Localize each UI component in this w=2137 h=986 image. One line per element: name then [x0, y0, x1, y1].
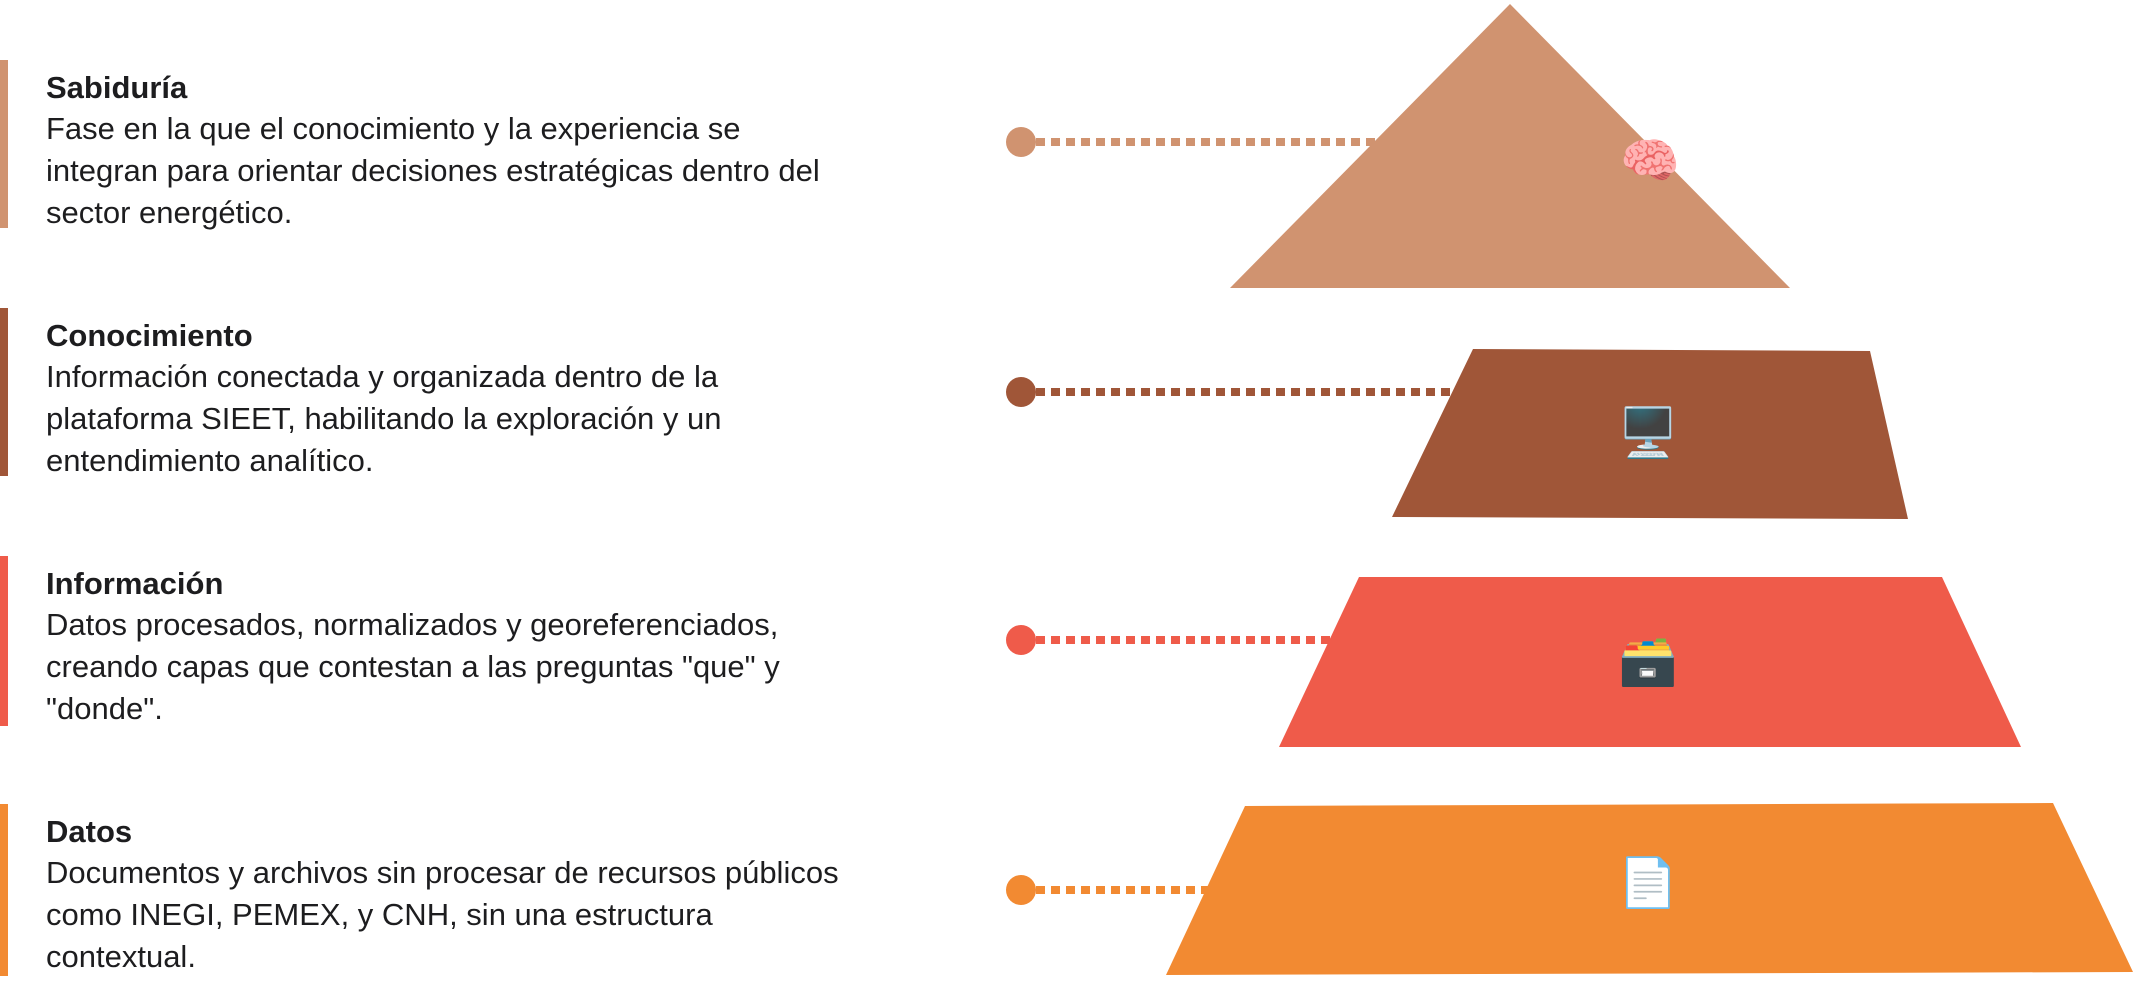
level-title: Conocimiento [46, 318, 253, 353]
connector-dot-conocimiento [1006, 377, 1036, 407]
level-informacion: Información Datos procesados, normalizad… [0, 556, 860, 726]
computer-icon: 🖥️ [1618, 407, 1678, 460]
connector-dot-informacion [1006, 625, 1036, 655]
connector-dot-datos [1006, 875, 1036, 905]
brain-icon: 🧠 [1620, 135, 1680, 188]
level-title: Información [46, 566, 224, 601]
level-description: Información conectada y organizada dentr… [46, 359, 722, 478]
level-datos: Datos Documentos y archivos sin procesar… [0, 804, 860, 976]
level-color-bar [0, 308, 8, 476]
pyramid-tier-informacion [1279, 577, 2021, 747]
level-conocimiento: Conocimiento Información conectada y org… [0, 308, 860, 478]
pyramid-tier-conocimiento [1392, 349, 1908, 519]
level-sabiduria: Sabiduría Fase en la que el conocimiento… [0, 60, 860, 230]
level-description: Datos procesados, normalizados y georefe… [46, 607, 780, 726]
document-icon: 📄 [1618, 857, 1678, 910]
card-file-box-icon: 🗃️ [1618, 635, 1678, 688]
level-color-bar [0, 60, 8, 228]
connector-dot-sabiduria [1006, 127, 1036, 157]
level-description: Fase en la que el conocimiento y la expe… [46, 111, 820, 230]
pyramid-tier-datos [1166, 803, 2133, 975]
level-title: Datos [46, 814, 133, 849]
level-color-bar [0, 804, 8, 976]
level-title: Sabiduría [46, 70, 188, 105]
level-description: Documentos y archivos sin procesar de re… [46, 855, 839, 974]
level-color-bar [0, 556, 8, 726]
